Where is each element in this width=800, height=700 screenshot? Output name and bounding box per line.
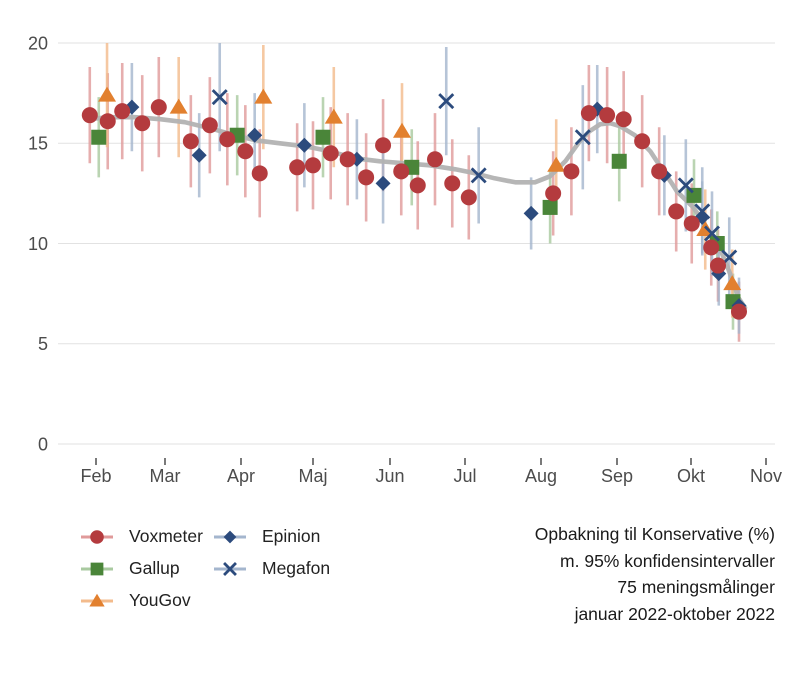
caption-line-count: 75 meningsmålinger	[617, 577, 775, 597]
y-axis-label-0: 0	[38, 434, 48, 454]
voxmeter-data-point	[339, 151, 356, 168]
legend-item-voxmeter: Voxmeter	[80, 526, 213, 546]
voxmeter-data-point	[289, 159, 306, 176]
epinion-data-point	[296, 137, 312, 153]
y-axis-label-5: 5	[38, 334, 48, 354]
x-axis-label-Feb: Feb	[80, 466, 111, 486]
voxmeter-data-point	[81, 107, 98, 124]
voxmeter-data-point	[409, 177, 426, 194]
yougov-marker-icon	[81, 593, 113, 607]
legend-label-gallup: Gallup	[129, 558, 180, 578]
y-axis-label-15: 15	[28, 134, 48, 154]
voxmeter-data-point	[322, 145, 339, 162]
voxmeter-data-point	[563, 163, 580, 180]
voxmeter-data-point	[668, 203, 685, 220]
megafon-data-point	[677, 177, 694, 194]
epinion-data-point	[375, 175, 391, 191]
x-axis-label-Nov: Nov	[750, 466, 782, 486]
scatter-chart: 0 5 10 15 20 Feb Mar Apr Maj Jun Jul Aug Sep Okt Nov	[28, 33, 782, 486]
chart-caption: Opbakning til Konservative (%) m. 95% ko…	[535, 521, 775, 627]
yougov-data-point	[98, 86, 117, 102]
y-axis-label-20: 20	[28, 33, 48, 53]
yougov-data-point	[324, 108, 343, 124]
voxmeter-data-point	[134, 115, 151, 132]
legend-column-1: Voxmeter Gallup YouGov	[80, 526, 213, 610]
megafon-data-point	[438, 93, 455, 110]
caption-line-period: januar 2022-oktober 2022	[574, 603, 775, 624]
voxmeter-data-point	[615, 111, 632, 128]
megafon-data-point	[211, 89, 228, 106]
megafon-marker-icon	[214, 561, 246, 576]
y-axis-label-10: 10	[28, 234, 48, 254]
voxmeter-data-point	[201, 117, 218, 134]
voxmeter-data-point	[114, 103, 131, 120]
voxmeter-data-point	[545, 185, 562, 202]
caption-line-ci: m. 95% konfidensintervaller	[560, 550, 775, 571]
voxmeter-data-point	[710, 257, 726, 274]
voxmeter-data-point	[99, 113, 116, 130]
yougov-data-point	[723, 275, 742, 291]
gallup-data-point	[611, 153, 627, 169]
yougov-data-point	[169, 98, 188, 114]
epinion-data-point	[247, 127, 263, 143]
legend-column-2: Epinion Megafon	[213, 526, 331, 610]
voxmeter-data-point	[634, 133, 651, 150]
x-axis-label-Aug: Aug	[525, 466, 557, 486]
epinion-data-point	[191, 147, 207, 163]
x-axis-label-Sep: Sep	[601, 466, 633, 486]
legend-label-yougov: YouGov	[129, 590, 191, 610]
voxmeter-marker-icon	[81, 529, 113, 544]
epinion-marker-icon	[214, 530, 246, 543]
gallup-marker-icon	[81, 562, 113, 575]
voxmeter-data-point	[444, 175, 461, 192]
legend-item-gallup: Gallup	[80, 558, 213, 578]
legend-item-epinion: Epinion	[213, 526, 330, 546]
caption-line-title: Opbakning til Konservative (%)	[534, 524, 775, 544]
legend-label-epinion: Epinion	[262, 526, 321, 546]
voxmeter-data-point	[237, 143, 254, 160]
voxmeter-data-point	[703, 239, 720, 256]
voxmeter-data-point	[460, 189, 477, 206]
megafon-data-point	[470, 167, 487, 184]
x-axis-label-Apr: Apr	[227, 466, 255, 486]
voxmeter-data-point	[251, 165, 268, 182]
voxmeter-data-point	[219, 131, 236, 148]
x-axis-label-Jul: Jul	[453, 466, 476, 486]
megafon-data-point	[574, 129, 591, 146]
legend-item-megafon: Megafon	[213, 558, 331, 578]
yougov-data-point	[254, 88, 273, 104]
voxmeter-data-point	[182, 133, 199, 150]
legend-item-yougov: YouGov	[80, 590, 213, 610]
epinion-data-point	[523, 205, 539, 221]
voxmeter-data-point	[358, 169, 375, 186]
x-axis-label-Maj: Maj	[298, 466, 327, 486]
gallup-data-point	[542, 199, 558, 215]
voxmeter-data-point	[393, 163, 410, 180]
voxmeter-data-point	[580, 105, 597, 122]
voxmeter-data-point	[683, 215, 700, 232]
megafon-data-point	[704, 225, 720, 242]
gallup-data-point	[91, 129, 107, 145]
legend-label-voxmeter: Voxmeter	[129, 526, 203, 546]
yougov-data-point	[393, 122, 411, 138]
voxmeter-data-point	[427, 151, 443, 168]
gallup-data-point	[315, 129, 331, 145]
voxmeter-data-point	[731, 303, 747, 320]
voxmeter-data-point	[150, 99, 167, 116]
voxmeter-data-point	[599, 107, 616, 124]
legend-label-megafon: Megafon	[262, 558, 331, 578]
voxmeter-data-point	[375, 137, 392, 154]
x-axis-label-Mar: Mar	[150, 466, 181, 486]
chart-legend: Voxmeter Gallup YouGov Epinion Megafon	[80, 526, 331, 610]
voxmeter-data-point	[651, 163, 668, 180]
yougov-data-point	[547, 156, 566, 172]
voxmeter-data-point	[305, 157, 321, 174]
x-axis-label-Jun: Jun	[375, 466, 404, 486]
x-axis-label-Okt: Okt	[677, 466, 705, 486]
